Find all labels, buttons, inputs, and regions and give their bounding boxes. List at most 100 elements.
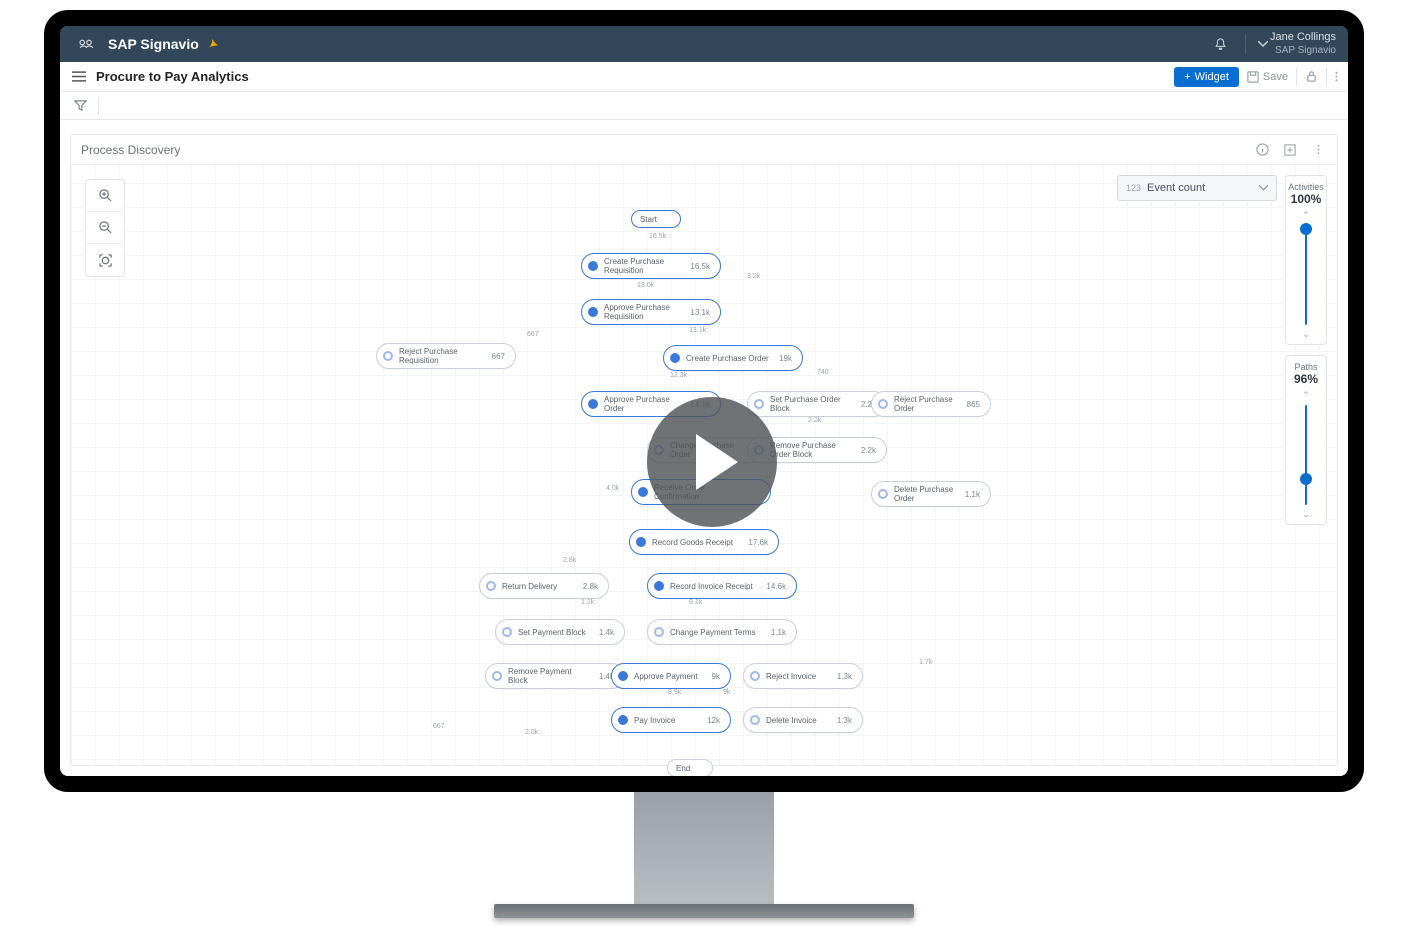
node-dot-icon: [502, 627, 512, 637]
node-dot-icon: [638, 487, 648, 497]
node-count: 14.6k: [766, 582, 786, 591]
node-label: Delete Invoice: [766, 716, 817, 725]
node-count: 1.1k: [771, 628, 786, 637]
plus-icon: +: [1184, 71, 1190, 83]
node-count: 667: [492, 352, 505, 361]
node-label: Record Goods Receipt: [652, 538, 733, 547]
edge-label: 13.0k: [635, 282, 656, 289]
node-dot-icon: [654, 627, 664, 637]
flow-node-cpo[interactable]: Create Purchase Order19k: [663, 345, 803, 371]
expand-icon[interactable]: [1281, 141, 1299, 159]
user-menu-chevron-icon[interactable]: [1256, 30, 1270, 58]
edge-label: 2.8k: [561, 557, 578, 564]
node-label: Remove Payment Block: [508, 667, 593, 685]
save-button[interactable]: Save: [1247, 71, 1288, 83]
flow-node-spob[interactable]: Set Purchase Order Block2.2k: [747, 391, 887, 417]
play-video-button[interactable]: [647, 397, 777, 527]
page-header: Procure to Pay Analytics + Widget Save: [60, 62, 1348, 92]
flow-node-ap[interactable]: Approve Payment 9k: [611, 663, 731, 689]
flow-node-apr[interactable]: Approve Purchase Requisition 13.1k: [581, 299, 721, 325]
edge-label: 1.2k: [579, 599, 596, 606]
node-dot-icon: [486, 581, 496, 591]
info-icon[interactable]: [1253, 141, 1271, 159]
node-dot-icon: [618, 671, 628, 681]
save-label: Save: [1263, 71, 1288, 83]
node-dot-icon: [588, 261, 598, 271]
node-label: Set Payment Block: [518, 628, 586, 637]
node-count: 1.1k: [965, 490, 980, 499]
add-widget-label: Widget: [1195, 71, 1229, 83]
filter-icon[interactable]: [70, 96, 90, 116]
node-count: 2.2k: [861, 446, 876, 455]
node-dot-icon: [878, 399, 888, 409]
add-widget-button[interactable]: + Widget: [1174, 67, 1239, 87]
page-title: Procure to Pay Analytics: [96, 69, 249, 84]
card-header: Process Discovery: [71, 135, 1337, 165]
edge-label: 9k: [721, 689, 732, 696]
node-count: 9k: [712, 672, 720, 681]
node-label: Record Invoice Receipt: [670, 582, 753, 591]
flow-node-rgr[interactable]: Record Goods Receipt 17.6k: [629, 529, 779, 555]
hamburger-icon[interactable]: [70, 68, 88, 86]
flow-node-rji[interactable]: Reject Invoice 1.3k: [743, 663, 863, 689]
node-dot-icon: [383, 351, 393, 361]
flow-edges: [71, 165, 371, 315]
notifications-icon[interactable]: [1207, 30, 1235, 58]
node-label: Reject Invoice: [766, 672, 816, 681]
flow-node-pi[interactable]: Pay Invoice12k: [611, 707, 731, 733]
node-label: Create Purchase Requisition: [604, 257, 684, 275]
flow-node-spb[interactable]: Set Payment Block1.4k: [495, 619, 625, 645]
card-more-icon[interactable]: [1309, 141, 1327, 159]
flow-node-rjo[interactable]: Reject Purchase Order 865: [871, 391, 991, 417]
save-icon: [1247, 71, 1259, 83]
user-name: Jane Collings: [1270, 31, 1336, 44]
node-label: Approve Payment: [634, 672, 698, 681]
node-dot-icon: [754, 399, 764, 409]
node-dot-icon: [492, 671, 502, 681]
node-dot-icon: [670, 353, 680, 363]
node-label: Change Payment Terms: [670, 628, 756, 637]
node-label: Remove Purchase Order Block: [770, 441, 855, 459]
node-label: Reject Purchase Requisition: [399, 347, 486, 365]
filter-bar: [60, 92, 1348, 120]
node-dot-icon: [636, 537, 646, 547]
flow-node-rpb[interactable]: Remove Payment Block1.4k: [485, 663, 625, 689]
monitor-stand-base: [494, 904, 914, 918]
node-count: 865: [967, 400, 980, 409]
node-label: Return Delivery: [502, 582, 557, 591]
process-discovery-card: Process Discovery: [70, 134, 1338, 766]
user-info[interactable]: Jane Collings SAP Signavio: [1270, 31, 1336, 57]
app-launcher-icon[interactable]: [72, 30, 100, 58]
flow-node-start[interactable]: Start: [631, 210, 681, 228]
monitor-stand-neck: [634, 792, 774, 904]
node-count: 1.3k: [837, 716, 852, 725]
flow-canvas[interactable]: Start Create Purchase Requisition16.5k App…: [71, 165, 1337, 765]
node-dot-icon: [654, 581, 664, 591]
flow-node-dpo[interactable]: Delete Purchase Order1.1k: [871, 481, 991, 507]
card-title: Process Discovery: [81, 143, 180, 157]
lock-icon[interactable]: [1305, 70, 1318, 83]
edge-label: 2.2k: [806, 417, 823, 424]
flow-node-cpr[interactable]: Create Purchase Requisition16.5k: [581, 253, 721, 279]
node-count: 1.3k: [837, 672, 852, 681]
flow-node-rpr[interactable]: Reject Purchase Requisition 667: [376, 343, 516, 369]
edge-label: 8.9k: [666, 689, 683, 696]
edge-label: 1.7k: [917, 659, 934, 666]
node-label: Pay Invoice: [634, 716, 675, 725]
node-dot-icon: [588, 307, 598, 317]
flow-node-cpt[interactable]: Change Payment Terms 1.1k: [647, 619, 797, 645]
flow-node-rd[interactable]: Return Delivery2.8k: [479, 573, 609, 599]
flow-node-rir[interactable]: Record Invoice Receipt 14.6k: [647, 573, 797, 599]
edge-label: 2.0k: [523, 729, 540, 736]
flow-node-end[interactable]: End: [667, 759, 713, 777]
node-label: Approve Purchase Requisition: [604, 303, 684, 321]
node-count: 17.6k: [748, 538, 768, 547]
edge-label: 4.0k: [604, 485, 621, 492]
node-dot-icon: [750, 715, 760, 725]
flow-node-di[interactable]: Delete Invoice 1.3k: [743, 707, 863, 733]
node-count: 13.1k: [690, 308, 710, 317]
node-label: Reject Purchase Order: [894, 395, 961, 413]
more-icon[interactable]: [1335, 70, 1338, 83]
node-count: 19k: [779, 354, 792, 363]
edge-label: 12.3k: [668, 372, 689, 379]
